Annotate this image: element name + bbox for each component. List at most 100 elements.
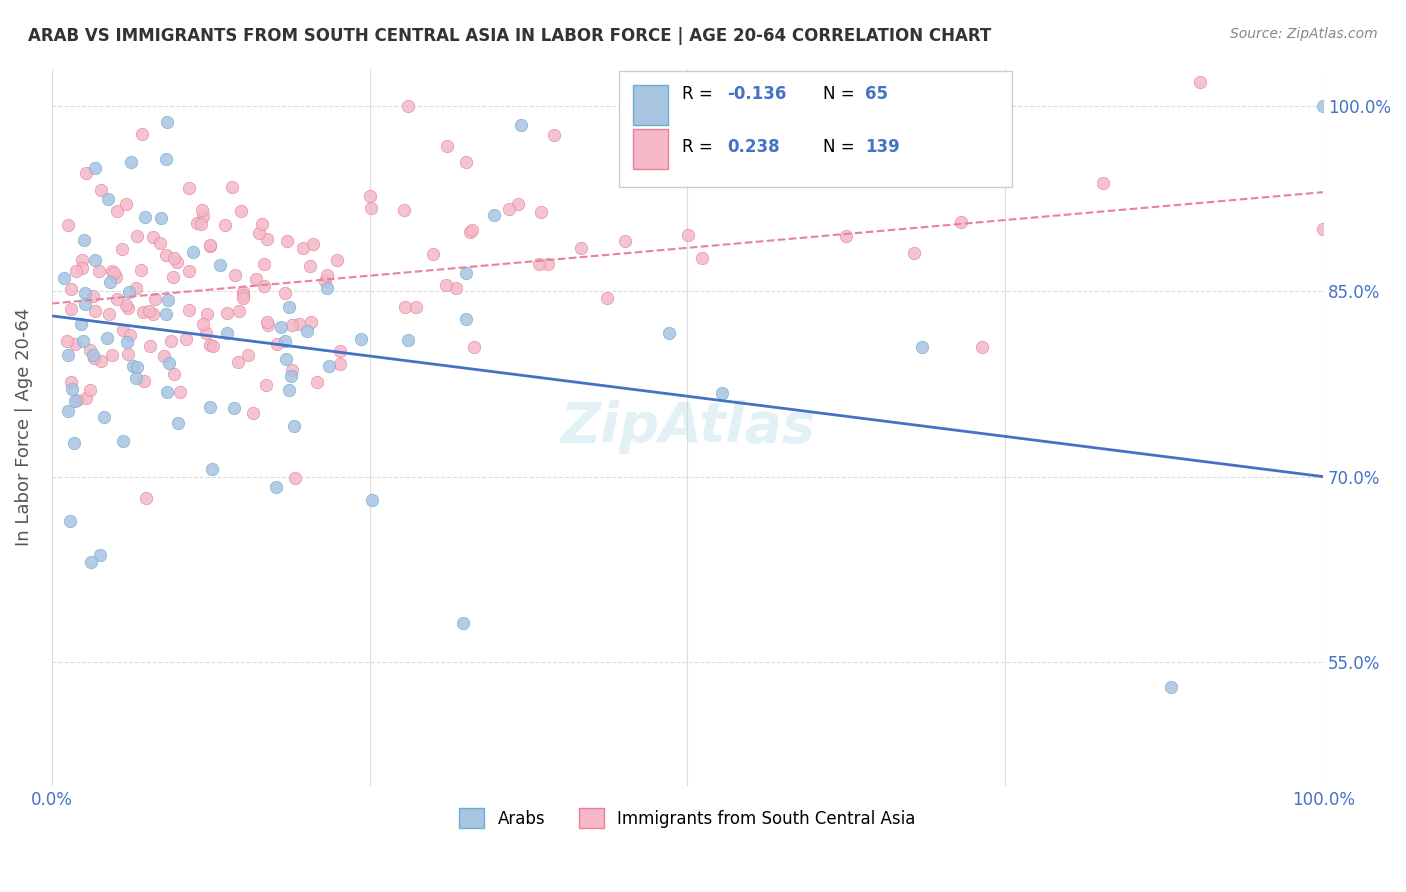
- Arabs: [112, 434, 135, 448]
- Immigrants from South Central Asia: [298, 259, 321, 273]
- Immigrants from South Central Asia: [232, 291, 254, 305]
- Immigrants from South Central Asia: [190, 202, 212, 217]
- Immigrants from South Central Asia: [139, 339, 162, 353]
- Immigrants from South Central Asia: [101, 348, 124, 362]
- Immigrants from South Central Asia: [111, 323, 134, 337]
- Arabs: [318, 359, 340, 373]
- Arabs: [72, 334, 94, 348]
- Immigrants from South Central Asia: [903, 245, 925, 260]
- Immigrants from South Central Asia: [221, 180, 243, 194]
- Immigrants from South Central Asia: [394, 300, 416, 314]
- Arabs: [157, 293, 180, 307]
- Arabs: [120, 154, 142, 169]
- Arabs: [80, 555, 103, 569]
- Immigrants from South Central Asia: [970, 340, 993, 354]
- Immigrants from South Central Asia: [90, 354, 112, 368]
- Text: N =: N =: [823, 85, 859, 103]
- Legend: Arabs, Immigrants from South Central Asia: Arabs, Immigrants from South Central Asi…: [453, 801, 922, 835]
- Arabs: [657, 326, 679, 341]
- Immigrants from South Central Asia: [281, 363, 304, 377]
- Immigrants from South Central Asia: [105, 203, 128, 218]
- Immigrants from South Central Asia: [302, 236, 325, 251]
- Arabs: [70, 317, 93, 331]
- Immigrants from South Central Asia: [132, 305, 155, 319]
- Immigrants from South Central Asia: [60, 301, 83, 316]
- Immigrants from South Central Asia: [224, 268, 246, 282]
- Arabs: [280, 368, 302, 383]
- Immigrants from South Central Asia: [690, 252, 713, 266]
- Immigrants from South Central Asia: [177, 303, 200, 318]
- Immigrants from South Central Asia: [422, 247, 444, 261]
- Arabs: [264, 480, 287, 494]
- Immigrants from South Central Asia: [100, 264, 122, 278]
- Immigrants from South Central Asia: [291, 241, 314, 255]
- Immigrants from South Central Asia: [195, 326, 218, 340]
- Immigrants from South Central Asia: [436, 139, 458, 153]
- Text: N =: N =: [823, 138, 859, 156]
- Arabs: [134, 210, 156, 224]
- Immigrants from South Central Asia: [228, 303, 250, 318]
- Immigrants from South Central Asia: [274, 286, 297, 301]
- Immigrants from South Central Asia: [250, 218, 273, 232]
- Immigrants from South Central Asia: [190, 217, 212, 231]
- Text: ZipAtlas: ZipAtlas: [560, 401, 815, 454]
- Arabs: [56, 404, 79, 418]
- Arabs: [156, 385, 179, 400]
- Immigrants from South Central Asia: [461, 223, 484, 237]
- Text: 65: 65: [865, 85, 887, 103]
- Immigrants from South Central Asia: [214, 218, 236, 232]
- Immigrants from South Central Asia: [253, 278, 276, 293]
- Arabs: [63, 435, 86, 450]
- Immigrants from South Central Asia: [249, 227, 271, 241]
- Arabs: [454, 266, 477, 280]
- Immigrants from South Central Asia: [232, 288, 254, 302]
- Immigrants from South Central Asia: [200, 237, 222, 252]
- Immigrants from South Central Asia: [950, 215, 973, 229]
- Immigrants from South Central Asia: [98, 307, 121, 321]
- Immigrants from South Central Asia: [299, 315, 322, 329]
- Immigrants from South Central Asia: [527, 257, 550, 271]
- Arabs: [149, 211, 172, 226]
- Immigrants from South Central Asia: [75, 392, 97, 406]
- Arabs: [316, 281, 339, 295]
- Immigrants from South Central Asia: [276, 234, 298, 248]
- Arabs: [209, 258, 232, 272]
- Immigrants from South Central Asia: [1189, 75, 1212, 89]
- Immigrants from South Central Asia: [125, 281, 148, 295]
- Arabs: [63, 393, 86, 408]
- Immigrants from South Central Asia: [569, 241, 592, 255]
- Immigrants from South Central Asia: [111, 242, 134, 256]
- Immigrants from South Central Asia: [266, 337, 288, 351]
- Arabs: [911, 340, 934, 354]
- Arabs: [75, 285, 97, 300]
- Arabs: [122, 359, 145, 373]
- Immigrants from South Central Asia: [135, 491, 157, 506]
- Arabs: [166, 417, 188, 431]
- Arabs: [58, 348, 80, 362]
- Immigrants from South Central Asia: [360, 201, 382, 215]
- Immigrants from South Central Asia: [105, 293, 128, 307]
- Immigrants from South Central Asia: [215, 306, 238, 320]
- Immigrants from South Central Asia: [463, 340, 485, 354]
- Immigrants from South Central Asia: [530, 205, 553, 219]
- Immigrants from South Central Asia: [153, 349, 176, 363]
- Immigrants from South Central Asia: [256, 315, 278, 329]
- Immigrants from South Central Asia: [66, 392, 89, 407]
- Immigrants from South Central Asia: [75, 166, 97, 180]
- Arabs: [361, 493, 384, 508]
- Immigrants from South Central Asia: [166, 254, 188, 268]
- Immigrants from South Central Asia: [60, 282, 83, 296]
- Arabs: [97, 192, 120, 206]
- Immigrants from South Central Asia: [159, 334, 181, 348]
- Arabs: [283, 419, 305, 434]
- Immigrants from South Central Asia: [226, 355, 249, 369]
- Arabs: [297, 324, 319, 338]
- Immigrants from South Central Asia: [454, 155, 477, 169]
- Immigrants from South Central Asia: [163, 252, 186, 266]
- Immigrants from South Central Asia: [287, 317, 309, 331]
- Immigrants from South Central Asia: [314, 274, 336, 288]
- Immigrants from South Central Asia: [142, 307, 165, 321]
- Immigrants from South Central Asia: [60, 376, 83, 390]
- Immigrants from South Central Asia: [198, 239, 221, 253]
- Immigrants from South Central Asia: [434, 278, 457, 293]
